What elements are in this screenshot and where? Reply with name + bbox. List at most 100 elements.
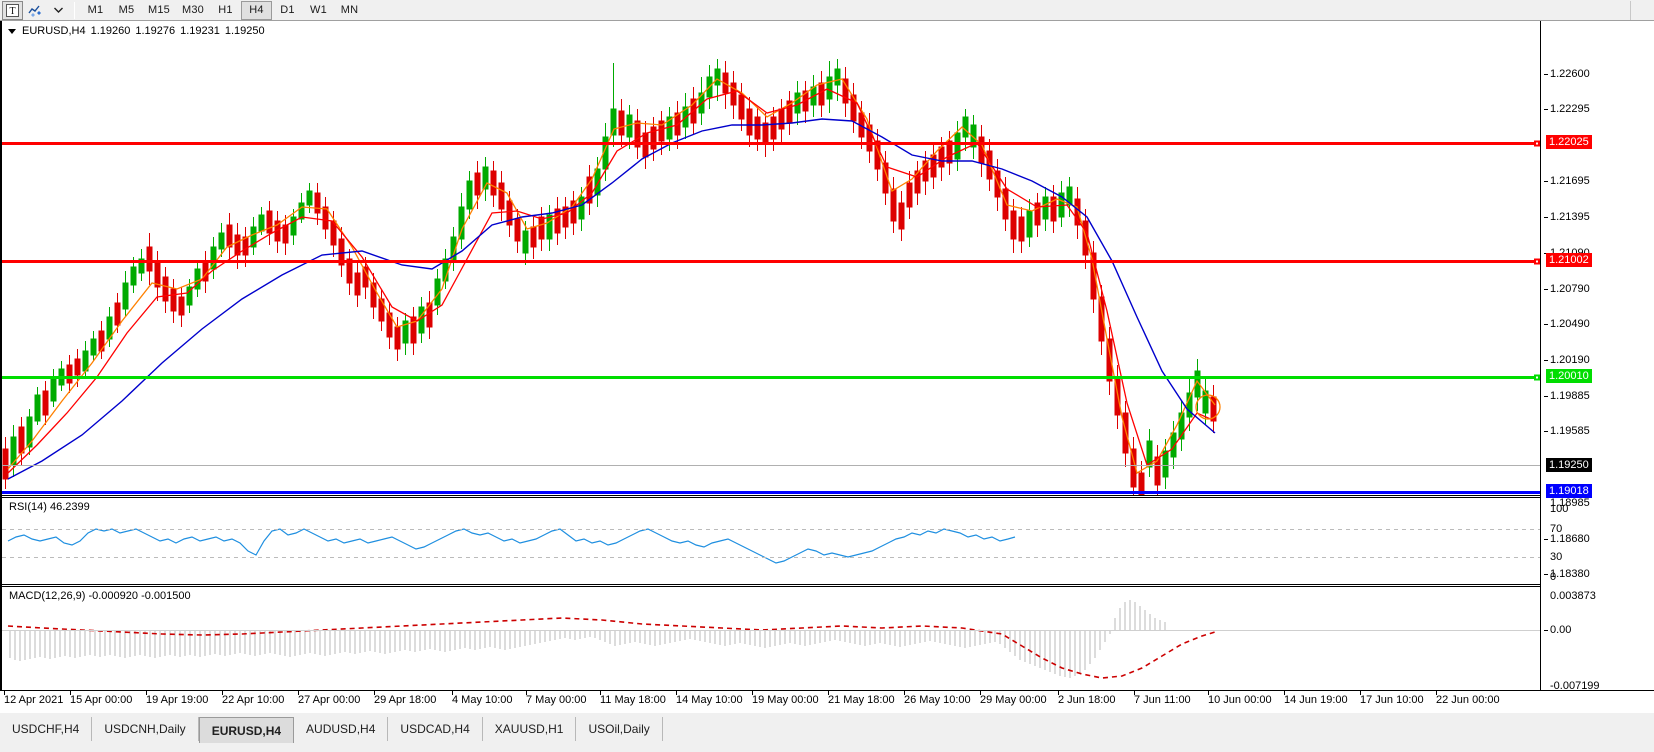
price-tick-label: 1.20490 <box>1550 318 1590 330</box>
time-tick <box>1360 691 1361 695</box>
price-tick-label: 1.19585 <box>1550 425 1590 437</box>
time-axis[interactable]: 12 Apr 2021 15 Apr 00:00 19 Apr 19:00 22… <box>0 690 1654 712</box>
time-tick <box>452 691 453 695</box>
axis-tick <box>1544 539 1548 540</box>
text-tool-button[interactable]: T <box>2 0 23 20</box>
rsi-label: RSI(14) 46.2399 <box>8 501 91 513</box>
chart-tab-usdcnh-daily[interactable]: USDCNH,Daily <box>92 717 199 741</box>
chart-area[interactable]: EURUSD,H4 1.19260 1.19276 1.19231 1.1925… <box>0 21 1654 692</box>
price-axis-labels: 1.22600 1.22295 1.21995 1.21695 1.21395 … <box>1544 21 1654 692</box>
timeframe-m15[interactable]: M15 <box>148 4 170 16</box>
time-tick-label: 10 Jun 00:00 <box>1208 694 1272 706</box>
rsi-tick-label: 70 <box>1550 523 1563 535</box>
support-line[interactable] <box>2 491 1540 494</box>
price-tick-label: 1.22295 <box>1550 103 1590 115</box>
indicators-button[interactable] <box>25 1 46 20</box>
price-tick-label: 1.19885 <box>1550 390 1590 402</box>
time-tick-label: 19 May 00:00 <box>752 694 819 706</box>
chart-menu-arrow-icon[interactable] <box>8 28 16 34</box>
time-tick <box>4 691 5 695</box>
price-rsi-separator[interactable] <box>2 495 1540 498</box>
timeframe-d1[interactable]: D1 <box>280 4 295 16</box>
price-tick-label: 1.20190 <box>1550 354 1590 366</box>
axis-tick <box>1544 630 1548 631</box>
toolbar-overflow-handle[interactable] <box>1630 0 1651 20</box>
main-toolbar: T M1 M5 M15 M30 H1 H4 D1 W1 MN <box>0 0 1654 21</box>
chart-tab-usdchf-h4[interactable]: USDCHF,H4 <box>0 717 93 741</box>
pivot-line[interactable] <box>2 374 1540 381</box>
macd-signal-line <box>7 617 1216 679</box>
current-price-badge: 1.19250 <box>1546 458 1592 472</box>
pivot-price-badge[interactable]: 1.20010 <box>1546 369 1592 383</box>
axis-tick <box>1544 431 1548 432</box>
line-anchor-handle[interactable] <box>1534 140 1540 147</box>
resistance-2-price-badge[interactable]: 1.21002 <box>1546 253 1592 267</box>
chart-tab-xauusd-h1[interactable]: XAUUSD,H1 <box>482 717 577 741</box>
time-tick <box>70 691 71 695</box>
time-tick <box>1436 691 1437 695</box>
time-tick <box>222 691 223 695</box>
time-tick-label: 2 Jun 18:00 <box>1058 694 1116 706</box>
timeframe-h4[interactable]: H4 <box>241 0 272 20</box>
timeframe-m5[interactable]: M5 <box>118 4 135 16</box>
line-anchor-handle[interactable] <box>1534 374 1540 381</box>
time-tick <box>980 691 981 695</box>
timeframe-h1[interactable]: H1 <box>218 4 233 16</box>
rsi-panel[interactable]: RSI(14) 46.2399 <box>2 499 1540 584</box>
time-tick <box>146 691 147 695</box>
timeframe-m1[interactable]: M1 <box>87 4 104 16</box>
resistance-line-1[interactable] <box>2 140 1540 147</box>
chart-tab-eurusd-h4[interactable]: EURUSD,H4 <box>198 717 295 743</box>
price-tick-label: 1.22600 <box>1550 68 1590 80</box>
axis-tick <box>1544 109 1548 110</box>
macd-zero-line <box>2 630 1540 631</box>
macd-panel[interactable]: MACD(12,26,9) -0.000920 -0.001500 <box>2 588 1540 690</box>
price-tick-label: 1.20790 <box>1550 283 1590 295</box>
time-tick-label: 21 May 18:00 <box>828 694 895 706</box>
time-tick-label: 17 Jun 10:00 <box>1360 694 1424 706</box>
chart-tab-usdcad-h4[interactable]: USDCAD,H4 <box>388 717 483 741</box>
price-panel[interactable]: EURUSD,H4 1.19260 1.19276 1.19231 1.1925… <box>2 21 1540 495</box>
time-tick <box>1284 691 1285 695</box>
quote-close: 1.19250 <box>224 25 265 37</box>
chart-tab-usoil-daily[interactable]: USOil,Daily <box>576 717 663 741</box>
timeframe-w1[interactable]: W1 <box>310 4 327 16</box>
time-tick <box>526 691 527 695</box>
timeframe-m30[interactable]: M30 <box>182 4 204 16</box>
line-anchor-handle[interactable] <box>1534 258 1540 265</box>
indicators-dropdown-arrow[interactable] <box>48 1 69 20</box>
support-price-badge[interactable]: 1.19018 <box>1546 484 1592 498</box>
text-cursor-icon: T <box>6 3 19 17</box>
rsi-level-70-line <box>2 529 1540 530</box>
rsi-tick-label: 0 <box>1550 571 1557 583</box>
price-tick-label: 1.21395 <box>1550 211 1590 223</box>
macd-tick-label: -0.007199 <box>1550 680 1600 692</box>
time-tick-label: 7 Jun 11:00 <box>1134 694 1191 706</box>
svg-text:T: T <box>9 6 15 17</box>
axis-tick <box>1544 217 1548 218</box>
price-candles-and-mas <box>2 59 1221 495</box>
chart-tab-audusd-h4[interactable]: AUDUSD,H4 <box>294 717 389 741</box>
quote-open: 1.19260 <box>90 25 131 37</box>
resistance-1-price-badge[interactable]: 1.22025 <box>1546 135 1592 149</box>
timeframe-mn[interactable]: MN <box>340 4 359 16</box>
macd-tick-label: 0.003873 <box>1550 590 1596 602</box>
axis-tick <box>1544 74 1548 75</box>
price-tick-label: 1.18680 <box>1550 533 1590 545</box>
resistance-line-2[interactable] <box>2 258 1540 265</box>
time-tick-label: 14 Jun 19:00 <box>1284 694 1348 706</box>
current-price-line <box>2 465 1540 466</box>
rsi-macd-separator[interactable] <box>2 584 1540 587</box>
macd-label: MACD(12,26,9) -0.000920 -0.001500 <box>8 590 192 602</box>
candlestick-series <box>2 59 1217 495</box>
time-tick <box>676 691 677 695</box>
time-tick-label: 22 Jun 00:00 <box>1436 694 1500 706</box>
axis-tick <box>1544 181 1548 182</box>
time-tick-label: 22 Apr 10:00 <box>222 694 285 706</box>
time-tick <box>752 691 753 695</box>
time-tick <box>298 691 299 695</box>
time-tick <box>1208 691 1209 695</box>
price-tick-label: 1.21695 <box>1550 175 1590 187</box>
time-tick <box>374 691 375 695</box>
